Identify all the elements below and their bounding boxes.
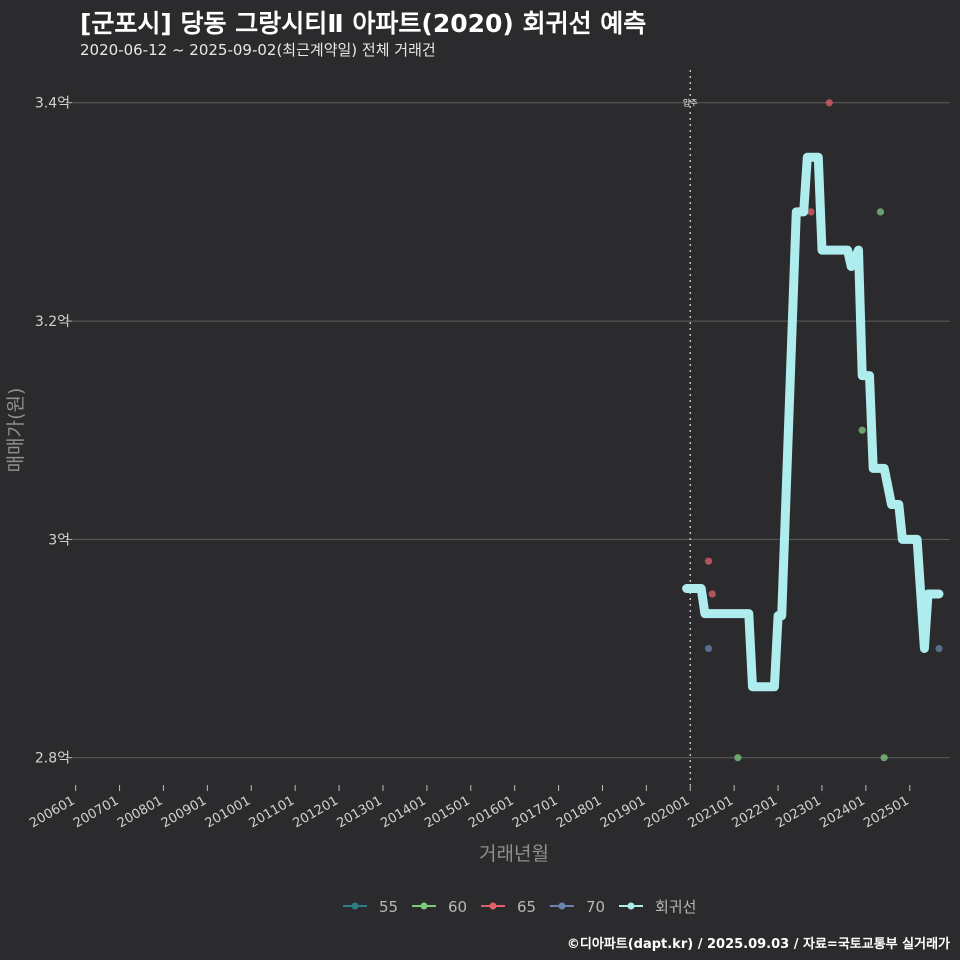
legend: 55 60 65 70 회귀선 (343, 898, 696, 916)
x-axis-label: 거래년월 (479, 843, 549, 865)
x-tick-label: 202101 (686, 793, 736, 831)
legend-key-dot-70 (558, 902, 566, 910)
point-65 (807, 208, 815, 216)
legend-label-55: 55 (379, 898, 398, 916)
point-60 (858, 426, 866, 434)
regression-line (682, 152, 944, 692)
x-tick-label: 202501 (861, 793, 911, 831)
legend-key-dot-60 (420, 902, 428, 910)
x-tick-label: 201901 (598, 793, 648, 831)
x-tick-label: 200601 (27, 793, 77, 831)
move-in-vline: 입주 (683, 70, 698, 785)
x-tick-label: 201801 (554, 793, 604, 831)
legend-label-60: 60 (448, 898, 467, 916)
x-tick-label: 201501 (422, 793, 472, 831)
x-tick-label: 201301 (334, 793, 384, 831)
x-tick-label: 202201 (730, 793, 780, 831)
y-tick-label: 3억 (48, 532, 70, 548)
point-65 (708, 590, 716, 598)
point-70 (704, 644, 713, 653)
grid-lines (72, 102, 950, 759)
x-tick-label: 201001 (203, 793, 253, 831)
chart-subtitle: 2020-06-12 ~ 2025-09-02(최근계약일) 전체 거래건 (80, 41, 436, 59)
y-axis-ticks: 2.8억 3억 3.2억 3.4억 (35, 96, 72, 767)
regression-path (682, 152, 944, 692)
point-65 (704, 557, 713, 565)
legend-label-65: 65 (517, 898, 536, 916)
x-tick-label: 202401 (817, 793, 867, 831)
y-tick-label: 3.4억 (35, 96, 70, 112)
x-tick-label: 201401 (378, 793, 428, 831)
legend-key-dot-회귀선 (627, 902, 635, 910)
transaction-points (704, 99, 943, 762)
vline-label: 입주 (683, 99, 698, 108)
x-tick-label: 201601 (466, 793, 516, 831)
x-tick-label: 201701 (510, 793, 560, 831)
point-65 (825, 99, 833, 107)
point-60 (734, 754, 742, 762)
x-tick-label: 200701 (71, 793, 121, 831)
legend-label-70: 70 (586, 898, 605, 916)
x-tick-label: 200801 (115, 793, 165, 831)
x-tick-label: 202301 (773, 793, 823, 831)
y-tick-label: 3.2억 (35, 314, 70, 330)
y-axis-label: 매매가(원) (5, 388, 27, 473)
y-tick-label: 2.8억 (35, 751, 70, 767)
legend-label-회귀선: 회귀선 (655, 898, 696, 916)
point-60 (880, 754, 888, 762)
point-70 (935, 644, 943, 653)
x-tick-label: 202001 (642, 793, 692, 831)
x-tick-label: 201201 (291, 793, 341, 831)
point-60 (876, 208, 885, 216)
legend-key-dot-55 (351, 902, 359, 910)
legend-key-dot-65 (489, 902, 497, 910)
footer-credit: ©디아파트(dapt.kr) / 2025.09.03 / 자료=국토교통부 실… (566, 937, 950, 952)
chart-title: [군포시] 당동 그랑시티Ⅱ 아파트(2020) 회귀선 예측 (80, 9, 647, 38)
x-axis-ticks: 2006012007012008012009012010012011012012… (27, 785, 912, 831)
x-tick-label: 201101 (247, 793, 297, 831)
x-tick-label: 200901 (159, 793, 209, 831)
